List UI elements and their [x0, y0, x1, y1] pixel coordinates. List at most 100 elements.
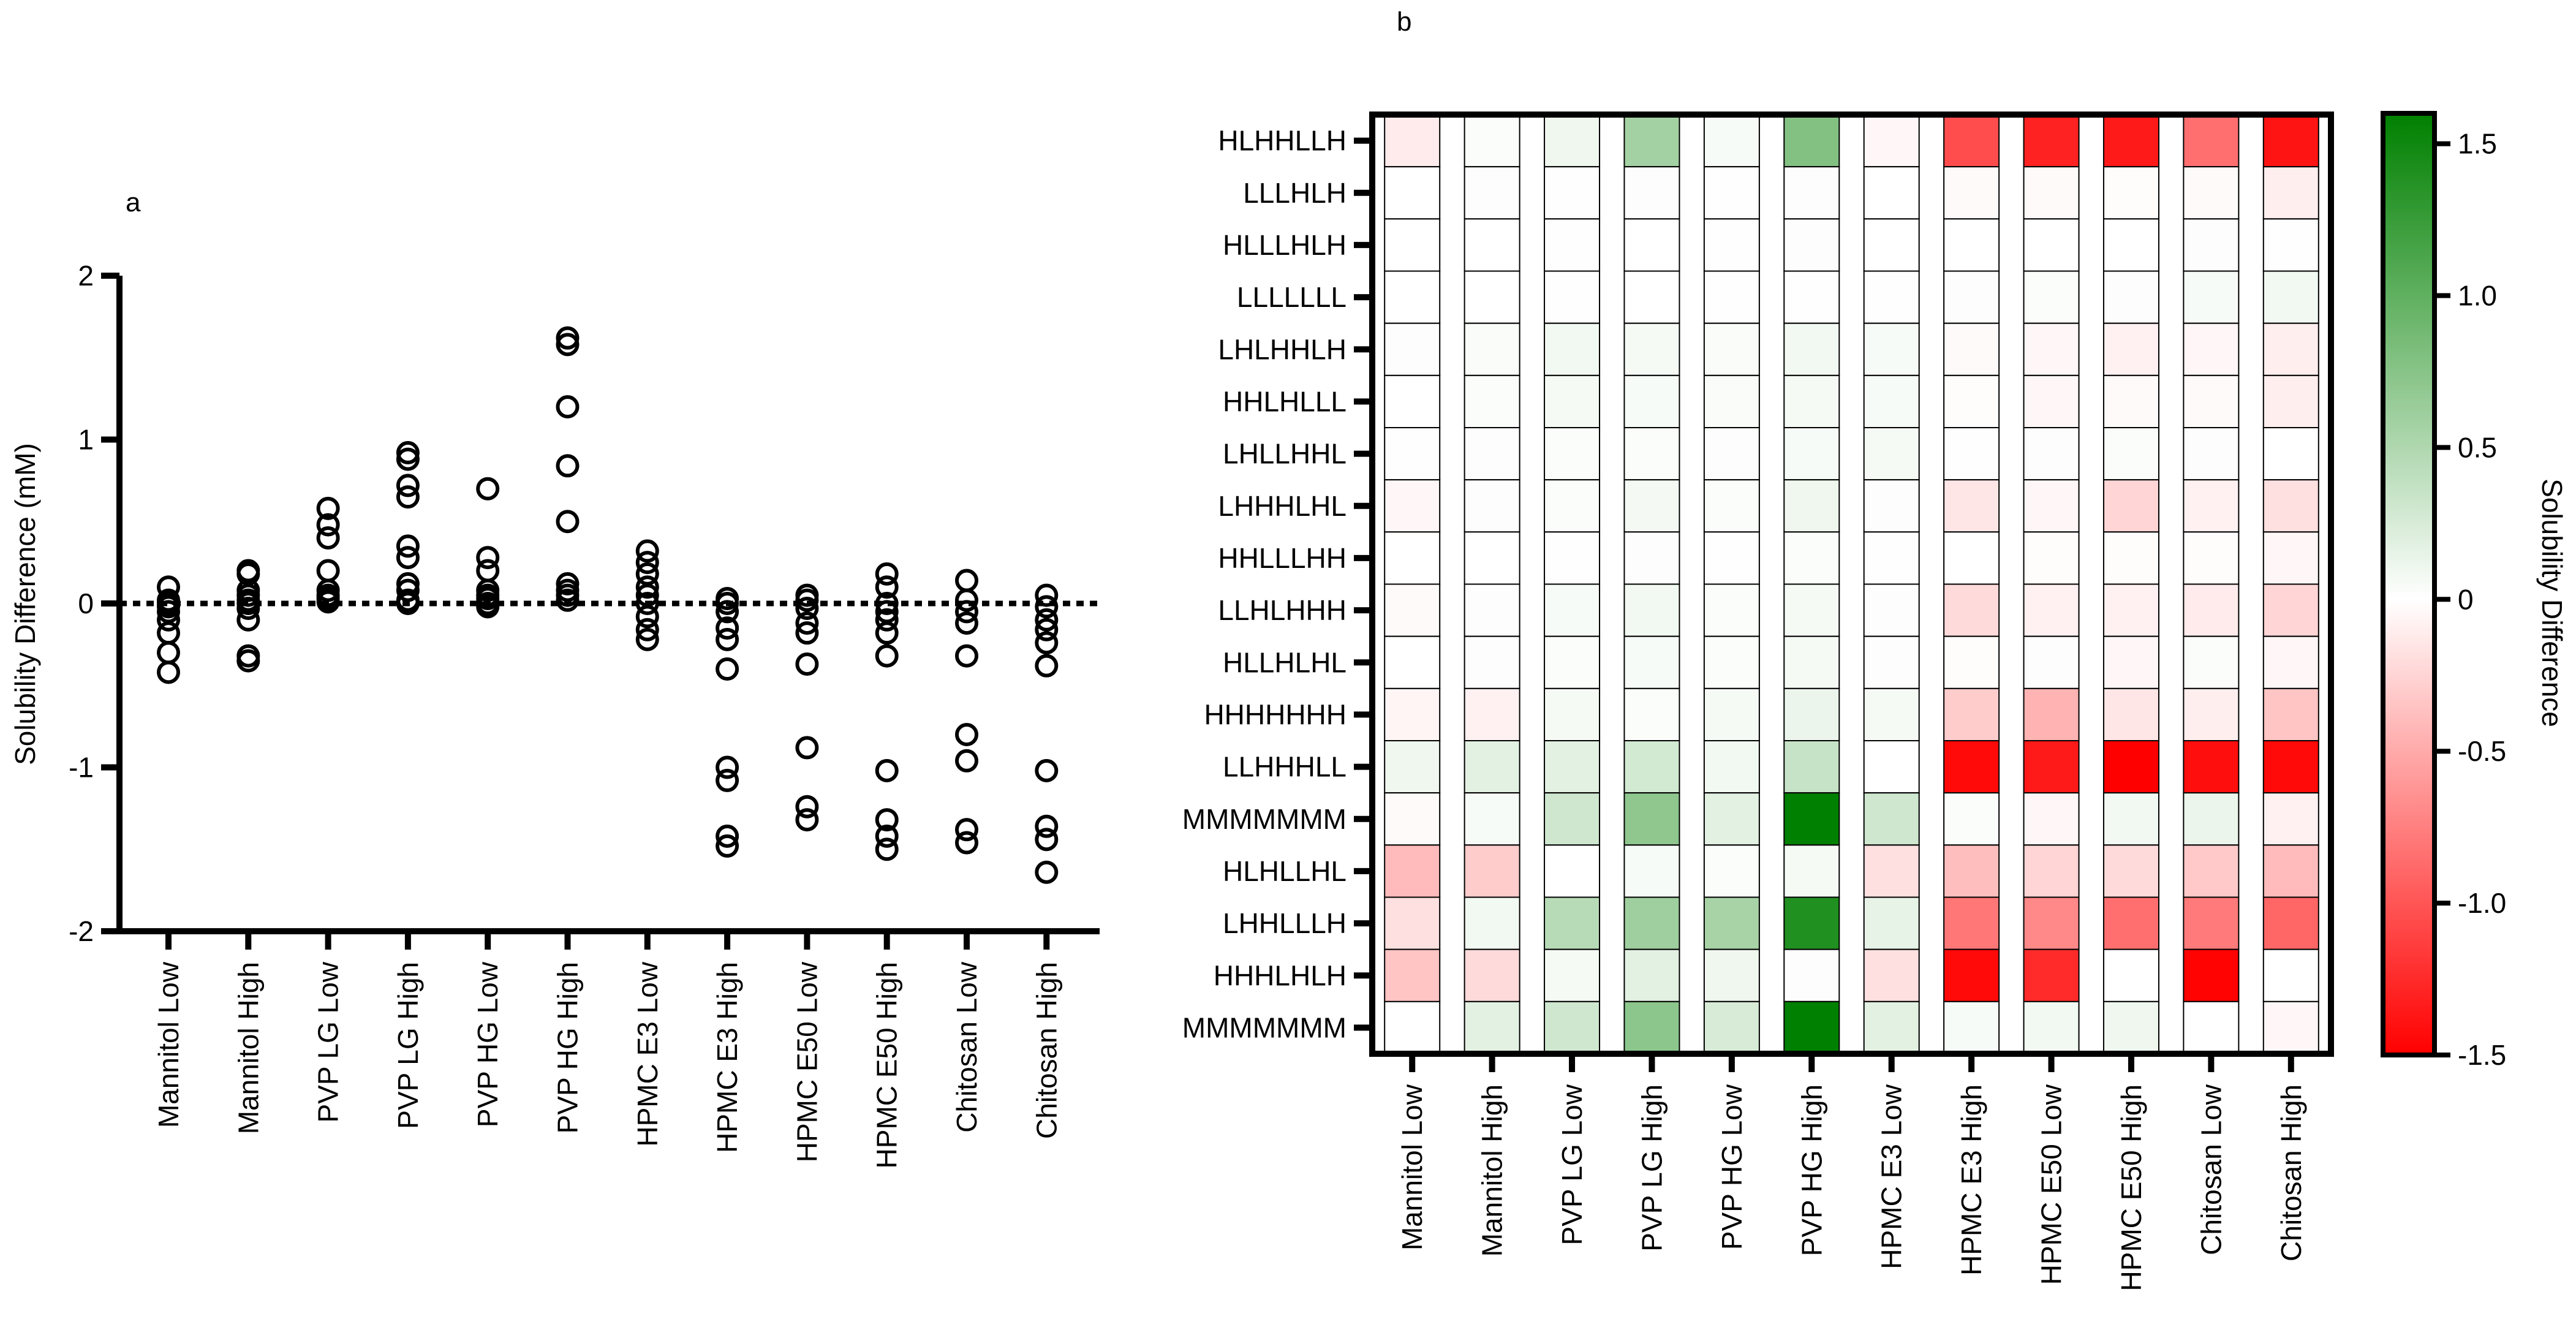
heatmap-cell [1943, 896, 2000, 950]
data-point [316, 496, 340, 520]
x-tick-label: HPMC E3 Low [632, 961, 663, 1146]
heatmap-cell [1544, 427, 1601, 481]
data-point [316, 590, 340, 614]
heatmap-cell [1464, 427, 1520, 481]
heatmap-cell [2023, 479, 2080, 533]
data-point [316, 559, 340, 583]
data-point [556, 572, 580, 595]
heatmap-cell [1623, 844, 1680, 898]
column-label: HPMC E50 Low [2036, 1084, 2068, 1285]
heatmap-cell [2023, 1000, 2080, 1055]
colorbar-tick-label: 1.5 [2458, 128, 2497, 160]
heatmap-cell [1783, 896, 1840, 950]
heatmap-cell [1464, 792, 1520, 846]
heatmap-cell [1703, 948, 1760, 1002]
heatmap-cell [1943, 740, 2000, 794]
heatmap-cell [1384, 687, 1441, 742]
heatmap-axes [1354, 112, 2334, 1072]
heatmap-cell [2023, 740, 2080, 794]
heatmap-cell [1703, 740, 1760, 794]
row-label: LHLLHHL [1223, 438, 1347, 470]
heatmap-cell [2262, 844, 2319, 898]
column-label: Chitosan Low [2195, 1084, 2227, 1255]
heatmap-cell [1703, 166, 1760, 220]
heatmap-cell [2102, 844, 2159, 898]
column-label: PVP HG Low [1716, 1084, 1748, 1250]
data-point [795, 795, 819, 819]
heatmap-cell [1464, 1000, 1520, 1055]
heatmap-cell [1623, 948, 1680, 1002]
heatmap-cell [2023, 792, 2080, 846]
heatmap-column-labels: Mannitol Low Mannitol High PVP LG Low PVP L… [1396, 1084, 2307, 1291]
colorbar-label: Solubility Difference [2536, 478, 2568, 727]
heatmap-cell [1943, 948, 2000, 1002]
row-label: LLLLLLL [1237, 281, 1347, 313]
heatmap-cell [1863, 531, 1920, 585]
heatmap-cell [1783, 740, 1840, 794]
data-point [1035, 828, 1059, 852]
scatter-points [157, 326, 1059, 884]
heatmap-cell [2262, 635, 2319, 689]
heatmap-row-labels: HLHHLLH LLLHLH HLLLHLH LLLLLLL LHLHHLH HHLHLL… [1182, 125, 1347, 1044]
heatmap-cell [2102, 270, 2159, 324]
row-label: HHHLHLH [1214, 959, 1347, 991]
data-point [875, 592, 899, 615]
heatmap-cell [2262, 427, 2319, 481]
data-point [236, 649, 260, 673]
data-point [635, 627, 659, 651]
heatmap-cell [1943, 218, 2000, 272]
row-label: HLHHLLH [1218, 125, 1347, 157]
y-tick-label: 2 [78, 260, 94, 292]
heatmap-cell [2183, 948, 2240, 1002]
row-label: HLLLHLH [1223, 229, 1347, 261]
heatmap-cell [2262, 948, 2319, 1002]
heatmap-cell [1863, 792, 1920, 846]
heatmap-cell [2183, 322, 2240, 376]
heatmap-cell [1943, 166, 2000, 220]
heatmap-cell [2183, 166, 2240, 220]
data-point [396, 447, 420, 471]
heatmap-cell [1623, 427, 1680, 481]
heatmap-cell [2023, 635, 2080, 689]
data-point [635, 618, 659, 641]
heatmap-cell [2102, 114, 2159, 168]
colorbar-tick-label: -1.0 [2458, 887, 2506, 919]
data-point [795, 621, 819, 645]
heatmap-cell [2102, 896, 2159, 950]
scatter-y-axis-label: Solubility Difference (mM) [9, 443, 41, 765]
heatmap-cell [1384, 270, 1441, 324]
heatmap-cell [2102, 427, 2159, 481]
heatmap-cell [2183, 374, 2240, 428]
data-point [396, 592, 420, 615]
row-label: LHHLLLH [1223, 907, 1347, 939]
data-point [955, 644, 978, 668]
heatmap-cell [2023, 166, 2080, 220]
heatmap-cell [1783, 687, 1840, 742]
data-point [875, 575, 899, 599]
data-point [157, 608, 180, 632]
heatmap-cell [2023, 114, 2080, 168]
heatmap-cell [1783, 270, 1840, 324]
data-point [716, 616, 739, 640]
heatmap-cell [2262, 896, 2319, 950]
heatmap-cell [1544, 1000, 1601, 1055]
heatmap-cell [2262, 687, 2319, 742]
heatmap-cell [1863, 1000, 1920, 1055]
heatmap-cell [1943, 427, 2000, 481]
heatmap-cell [2183, 844, 2240, 898]
heatmap-cell [1384, 635, 1441, 689]
data-point [955, 611, 978, 635]
data-point [556, 395, 580, 418]
row-label: LHLHHLH [1218, 333, 1347, 365]
heatmap-cell [2262, 531, 2319, 585]
data-point [716, 755, 739, 779]
heatmap-cell [1623, 635, 1680, 689]
heatmap-cell [2023, 583, 2080, 637]
data-point [1035, 631, 1059, 655]
heatmap-cell [2262, 166, 2319, 220]
row-label: HHLLLHH [1218, 542, 1347, 574]
heatmap-cell [2023, 896, 2080, 950]
heatmap-cell [2023, 427, 2080, 481]
heatmap-cell [1703, 374, 1760, 428]
data-point [396, 485, 420, 509]
